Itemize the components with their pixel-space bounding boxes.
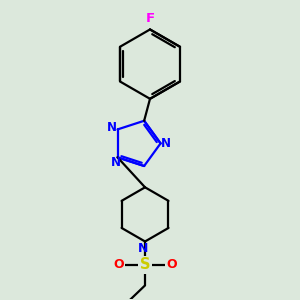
Text: O: O xyxy=(166,258,177,272)
Text: N: N xyxy=(160,137,170,150)
Text: N: N xyxy=(138,242,148,256)
Text: N: N xyxy=(107,121,117,134)
Text: O: O xyxy=(113,258,124,272)
Text: F: F xyxy=(146,12,154,25)
Text: N: N xyxy=(111,156,121,169)
Text: S: S xyxy=(140,257,150,272)
